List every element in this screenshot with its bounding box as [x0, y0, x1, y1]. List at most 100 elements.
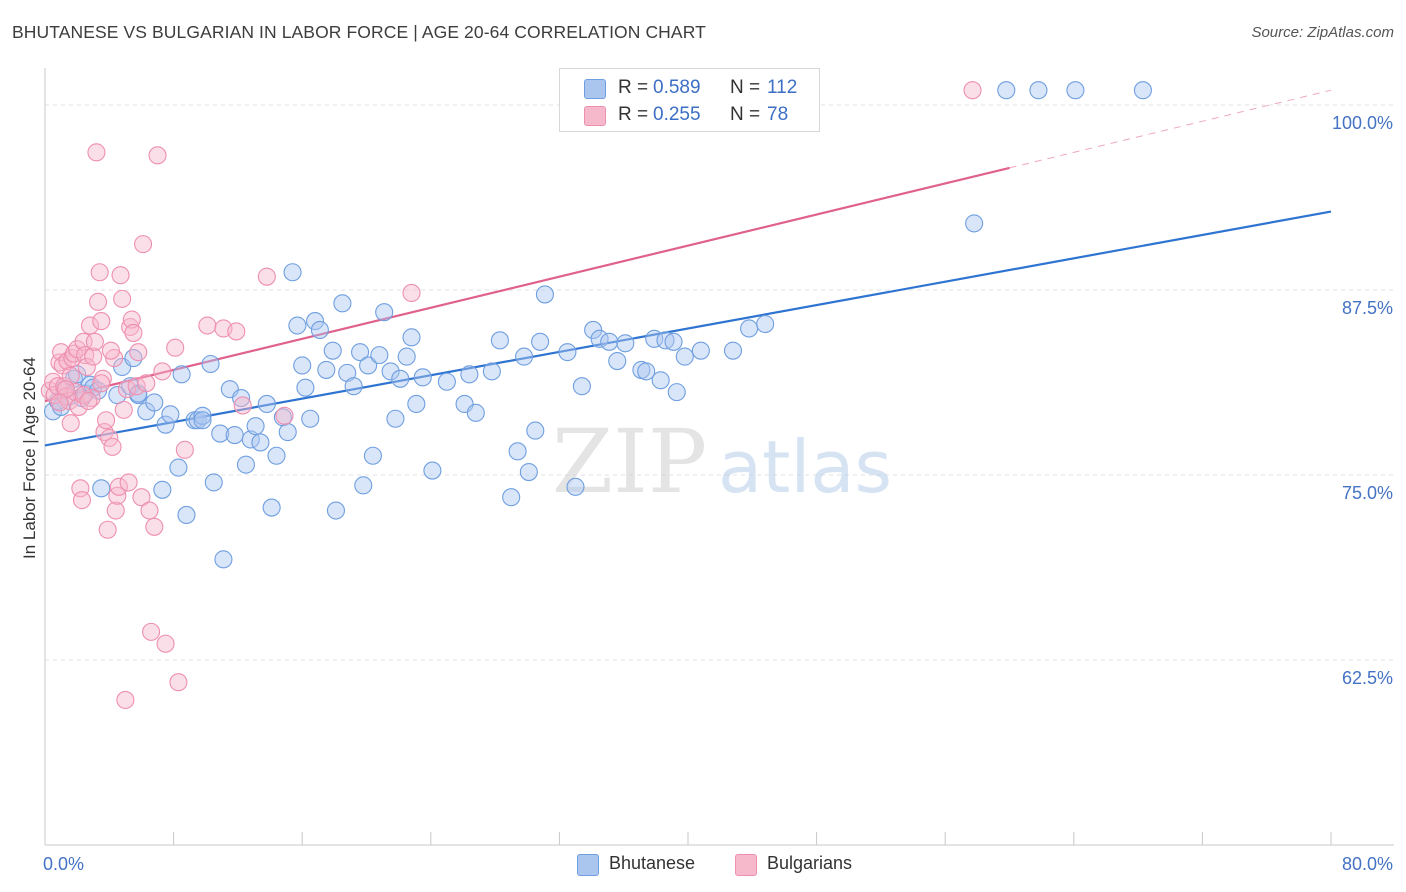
- data-point: [114, 400, 133, 419]
- data-point: [153, 480, 172, 499]
- data-point: [211, 424, 230, 443]
- data-point: [98, 520, 117, 539]
- trend-line-bulgarians: [44, 166, 1010, 403]
- data-point: [148, 146, 167, 165]
- data-point: [74, 386, 93, 405]
- data-point: [691, 341, 710, 360]
- data-point: [333, 294, 352, 313]
- x-tick-labels: 0.0% 80.0%: [43, 854, 1393, 874]
- data-point: [301, 409, 320, 428]
- data-point: [177, 505, 196, 525]
- data-point: [246, 417, 265, 436]
- series-bhutanese: [43, 81, 1152, 569]
- watermark: ZIP atlas: [552, 410, 892, 513]
- data-point: [531, 332, 550, 351]
- data-point: [232, 388, 251, 408]
- bottom-legend-label-bhutanese: Bhutanese: [609, 853, 696, 873]
- data-point: [310, 320, 329, 340]
- x-tick-label: 80.0%: [1342, 854, 1393, 874]
- data-point: [363, 446, 382, 465]
- legend-r-value: 0.255: [653, 104, 701, 125]
- data-point: [193, 406, 212, 425]
- data-point: [132, 488, 151, 507]
- data-point: [201, 354, 220, 374]
- data-point: [402, 328, 421, 347]
- y-tick-label: 62.5%: [1342, 668, 1393, 688]
- data-point: [514, 347, 534, 366]
- grid-lines: [45, 104, 1394, 661]
- data-point: [296, 378, 315, 397]
- data-point: [156, 415, 175, 434]
- data-point: [153, 362, 172, 381]
- data-point: [101, 341, 120, 360]
- bottom-legend-swatch-bhutanese: [577, 854, 599, 876]
- data-point: [77, 357, 96, 377]
- data-point: [204, 473, 223, 492]
- data-point: [293, 356, 312, 375]
- data-point: [257, 267, 276, 286]
- data-point: [87, 143, 106, 162]
- data-point: [508, 442, 527, 461]
- watermark-atlas: atlas: [718, 425, 892, 509]
- data-point: [129, 343, 148, 362]
- data-point: [637, 362, 656, 381]
- legend-n-label: N =: [730, 104, 761, 125]
- legend-n-value: 78: [767, 104, 789, 125]
- data-points: [40, 81, 1152, 710]
- data-point: [490, 331, 509, 350]
- data-point: [134, 235, 153, 254]
- legend-row-bhutanese: R = 0.589 N = 112: [560, 74, 819, 102]
- data-point: [106, 501, 125, 520]
- data-point: [278, 423, 297, 442]
- data-point: [370, 346, 389, 365]
- correlation-legend: R = 0.589 N = 112 R = 0.255 N = 78: [559, 68, 820, 132]
- data-point: [122, 310, 141, 329]
- data-point: [84, 347, 103, 366]
- chart-title: BHUTANESE VS BULGARIAN IN LABOR FORCE | …: [12, 22, 706, 42]
- data-point: [233, 396, 252, 415]
- data-point: [558, 343, 577, 362]
- data-point: [175, 440, 194, 459]
- data-point: [156, 634, 175, 653]
- trend-lines: [44, 89, 1332, 447]
- data-point: [92, 479, 111, 498]
- data-point: [519, 462, 538, 482]
- data-point: [267, 446, 286, 465]
- data-point: [535, 285, 554, 304]
- data-point: [109, 477, 128, 496]
- data-point: [651, 371, 670, 390]
- data-point: [111, 266, 130, 285]
- data-point: [413, 368, 432, 387]
- watermark-zip: ZIP: [552, 410, 707, 513]
- legend-r-value: 0.589: [653, 77, 701, 98]
- data-point: [69, 397, 88, 416]
- data-point: [482, 362, 501, 381]
- data-point: [119, 473, 138, 492]
- data-point: [351, 343, 370, 362]
- data-point: [723, 341, 743, 360]
- data-point: [402, 283, 421, 303]
- data-point: [317, 360, 336, 379]
- legend-n-value: 112: [767, 77, 798, 98]
- data-point: [145, 393, 164, 412]
- data-point: [61, 414, 80, 433]
- data-point: [61, 366, 80, 385]
- trend-line-extension: [1009, 89, 1332, 169]
- data-point: [113, 289, 132, 308]
- y-tick-label: 87.5%: [1342, 298, 1393, 318]
- data-point: [381, 362, 400, 381]
- data-point: [193, 411, 212, 430]
- trend-line-bhutanese: [44, 210, 1332, 447]
- x-tick-label: 0.0%: [43, 854, 84, 874]
- data-point: [68, 365, 87, 384]
- y-tick-label: 100.0%: [1332, 113, 1393, 133]
- data-point: [965, 214, 984, 233]
- data-point: [608, 351, 627, 371]
- data-point: [566, 477, 585, 496]
- legend-r-label: R =: [618, 104, 649, 125]
- data-point: [423, 461, 442, 480]
- data-point: [198, 316, 217, 335]
- data-point: [344, 377, 363, 396]
- data-point: [140, 501, 159, 520]
